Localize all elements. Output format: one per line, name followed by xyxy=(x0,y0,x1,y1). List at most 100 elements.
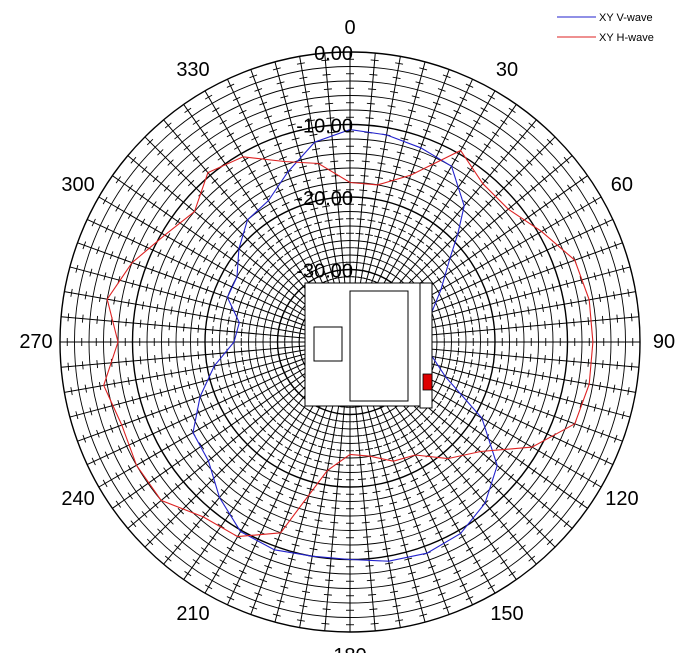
grid-tick xyxy=(428,517,437,522)
grid-tick xyxy=(512,414,517,423)
grid-tick xyxy=(196,267,201,276)
grid-tick xyxy=(395,619,404,622)
grid-tick xyxy=(450,190,458,197)
grid-tick xyxy=(317,176,326,179)
grid-tick xyxy=(250,202,258,209)
grid-tick xyxy=(497,212,503,220)
grid-tick xyxy=(164,122,172,129)
grid-tick xyxy=(563,156,570,164)
grid-tick xyxy=(127,492,133,500)
grid-tick xyxy=(559,261,563,270)
grid-tick xyxy=(104,224,109,233)
grid-tick xyxy=(444,222,452,229)
grid-tick xyxy=(263,517,272,522)
grid-tick xyxy=(239,446,246,453)
grid-tick xyxy=(157,149,164,156)
grid-tick xyxy=(178,436,183,444)
grid-tick xyxy=(379,148,389,151)
grid-tick xyxy=(435,444,442,451)
grid-tick xyxy=(325,579,334,582)
grid-tick xyxy=(277,220,285,226)
grid-tick xyxy=(558,356,561,365)
grid-tick xyxy=(544,355,546,364)
grid-tick xyxy=(400,137,409,141)
grid-tick xyxy=(264,565,273,569)
grid-tick xyxy=(369,73,378,76)
grid-tick xyxy=(435,530,443,535)
grid-tick xyxy=(192,119,200,125)
grid-tick xyxy=(317,445,326,449)
grid-tick xyxy=(536,528,543,535)
grid-tick xyxy=(601,315,604,324)
grid-tick xyxy=(226,596,235,601)
grid-tick xyxy=(295,529,304,533)
grid-tick xyxy=(290,395,297,402)
grid-tick xyxy=(591,224,596,233)
grid-tick xyxy=(203,254,208,263)
grid-tick xyxy=(259,370,264,379)
grid-tick xyxy=(386,270,394,276)
grid-tick xyxy=(151,475,157,483)
grid-tick xyxy=(422,504,431,509)
grid-tick xyxy=(392,274,400,280)
grid-tick xyxy=(150,409,155,418)
grid-tick xyxy=(387,576,396,579)
grid-tick xyxy=(463,477,470,484)
grid-tick xyxy=(393,257,401,263)
grid-tick xyxy=(201,377,205,386)
grid-tick xyxy=(152,175,159,183)
grid-tick xyxy=(259,464,267,470)
grid-tick xyxy=(541,501,548,509)
grid-tick xyxy=(379,267,388,272)
grid-tick xyxy=(274,537,283,542)
grid-tick xyxy=(210,434,217,442)
grid-tick xyxy=(256,354,259,363)
grid-tick xyxy=(81,361,84,370)
grid-tick xyxy=(474,445,481,453)
grid-tick xyxy=(386,425,394,430)
grid-tick xyxy=(91,457,96,466)
grid-tick xyxy=(159,287,163,296)
grid-tick xyxy=(472,279,477,288)
grid-tick xyxy=(284,250,292,256)
angle-label-210: 210 xyxy=(176,603,209,625)
grid-tick xyxy=(467,511,475,517)
grid-tick xyxy=(125,318,127,327)
grid-tick xyxy=(125,357,127,366)
grid-tick xyxy=(464,295,468,304)
grid-tick xyxy=(525,255,530,264)
grid-tick xyxy=(400,245,409,251)
grid-tick xyxy=(270,471,278,477)
grid-tick xyxy=(257,149,265,154)
grid-tick xyxy=(369,608,378,611)
grid-tick xyxy=(365,565,374,567)
grid-tick xyxy=(359,262,368,265)
grid-tick xyxy=(75,411,79,420)
grid-tick xyxy=(400,416,408,422)
grid-tick xyxy=(377,519,386,522)
grid-tick xyxy=(271,358,275,367)
series-line-v-wave xyxy=(192,129,498,562)
grid-tick xyxy=(270,351,273,360)
grid-tick xyxy=(495,234,502,242)
grid-tick xyxy=(480,571,488,577)
grid-tick xyxy=(168,353,171,362)
grid-tick xyxy=(290,282,297,289)
angle-labels: 0 30 60 90 120 150 180 210 240 270 300 330 xyxy=(19,17,675,653)
grid-tick xyxy=(453,309,457,318)
grid-tick xyxy=(532,405,536,413)
grid-tick xyxy=(154,355,156,364)
device-window xyxy=(313,326,343,362)
grid-tick xyxy=(113,296,116,305)
grid-tick xyxy=(465,132,474,138)
grid-tick xyxy=(504,247,510,256)
grid-tick xyxy=(284,109,293,113)
grid-tick xyxy=(70,288,73,297)
grid-tick xyxy=(458,499,466,506)
grid-tick xyxy=(141,374,145,383)
grid-tick xyxy=(584,296,587,305)
grid-tick xyxy=(507,226,514,234)
grid-tick xyxy=(314,459,323,463)
grid-tick xyxy=(508,107,516,114)
grid-tick xyxy=(621,264,625,273)
